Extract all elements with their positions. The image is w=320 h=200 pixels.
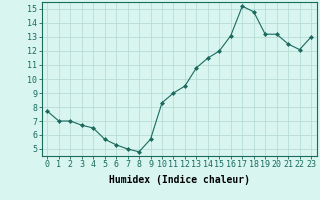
X-axis label: Humidex (Indice chaleur): Humidex (Indice chaleur) [109, 175, 250, 185]
